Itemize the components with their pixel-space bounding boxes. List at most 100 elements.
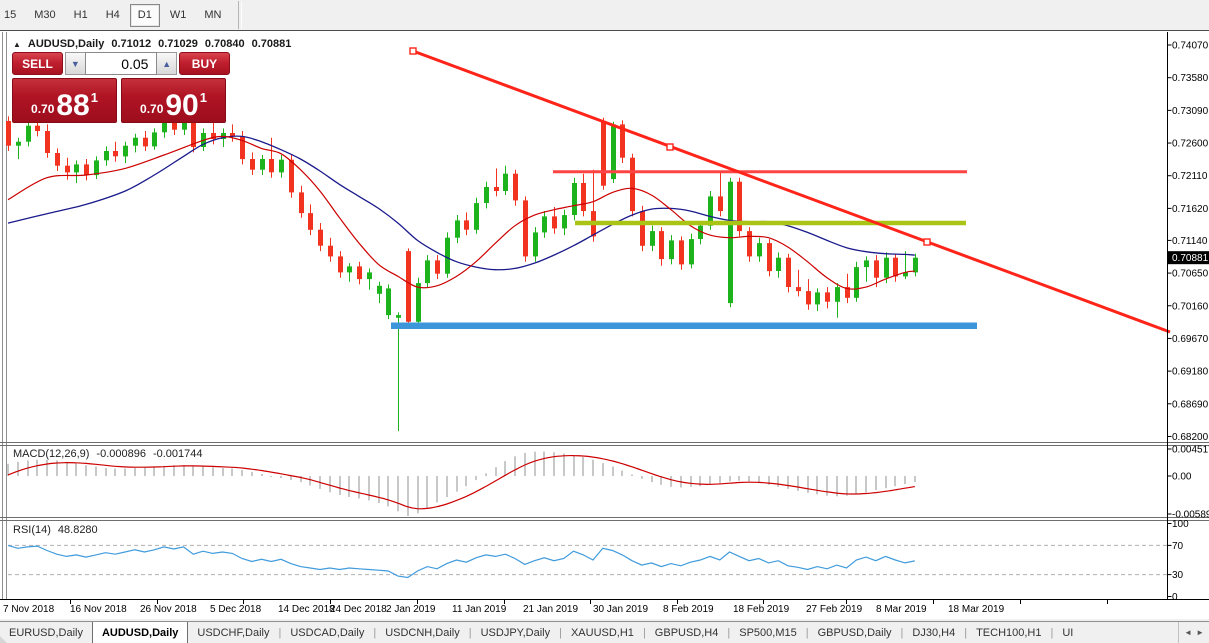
macd-histogram-bar: [251, 471, 253, 476]
tab-separator: |: [468, 626, 472, 639]
candle-body: [796, 287, 801, 292]
candle-body: [445, 237, 450, 274]
timeframe-button-w1[interactable]: W1: [169, 9, 187, 21]
macd-histogram-bar: [417, 476, 419, 514]
buy-price-point: 1: [199, 90, 207, 105]
timeframe-button-h4[interactable]: H4: [105, 9, 120, 21]
buy-price-box[interactable]: 0.70 90 1: [121, 78, 226, 123]
macd-histogram-bar: [504, 461, 506, 476]
buy-button[interactable]: BUY: [178, 52, 230, 75]
tab-audusd-daily[interactable]: AUDUSD,Daily: [91, 622, 189, 643]
date-label: 21 Jan 2019: [523, 604, 578, 615]
candle-body: [728, 181, 733, 304]
macd-histogram-bar: [543, 451, 545, 476]
collapse-arrow-icon[interactable]: ▲: [13, 39, 21, 49]
rsi-axis-label: 0: [1172, 592, 1178, 603]
candle-body: [347, 266, 352, 273]
macd-histogram-bar: [339, 476, 341, 495]
candle-body: [211, 133, 216, 139]
candle-body: [484, 187, 489, 203]
timeframe-button-mn[interactable]: MN: [204, 9, 222, 21]
tab-eurusd-daily[interactable]: EURUSD,Daily: [9, 626, 83, 639]
ohlc-open: 0.71012: [111, 38, 152, 50]
macd-histogram-bar: [621, 470, 623, 476]
tab-sp500-m15[interactable]: SP500,M15: [739, 626, 797, 639]
macd-histogram-bar: [124, 468, 126, 476]
macd-histogram-bar: [17, 461, 19, 476]
date-label: 8 Mar 2019: [876, 604, 927, 615]
chart-window[interactable]: 0.74070 0.73580 0.73090 0.72600 0.72110 0.716…: [0, 30, 1209, 619]
macd-histogram-bar: [846, 476, 848, 496]
macd-histogram-bar: [573, 455, 575, 476]
tab-xauusd-h1[interactable]: XAUUSD,H1: [570, 626, 634, 639]
macd-histogram-bar: [436, 476, 438, 503]
macd-histogram-bar: [387, 476, 389, 507]
tab-usdcad-daily[interactable]: USDCAD,Daily: [290, 626, 365, 639]
scroll-left-icon[interactable]: ◄: [1184, 628, 1193, 637]
tab-separator: |: [642, 626, 646, 639]
candle-body: [523, 200, 528, 257]
trendline-handle[interactable]: [409, 47, 417, 55]
tab-separator: |: [373, 626, 377, 639]
candle-body: [718, 196, 723, 212]
tab-usdjpy-daily[interactable]: USDJPY,Daily: [480, 626, 551, 639]
trendline-handle[interactable]: [666, 143, 674, 151]
timeframe-button-h1[interactable]: H1: [73, 9, 88, 21]
rsi-value: 48.8280: [57, 524, 98, 536]
macd-histogram-bar: [397, 476, 399, 512]
rsi-line: [7, 544, 915, 579]
timeframe-button-m30[interactable]: M30: [34, 9, 56, 21]
descending-trendline[interactable]: [412, 49, 1171, 334]
rsi-axis-label: 30: [1172, 570, 1184, 581]
candle-body: [903, 272, 908, 277]
lot-size-input[interactable]: 0.05: [84, 52, 158, 75]
macd-histogram-bar: [153, 466, 155, 476]
macd-histogram-bar: [202, 466, 204, 476]
candle-body: [425, 260, 430, 284]
trendline-handle[interactable]: [923, 238, 931, 246]
date-label: 16 Nov 2018: [70, 604, 127, 615]
price-axis-label: 0.69180: [1172, 367, 1209, 378]
date-label: 8 Feb 2019: [663, 604, 714, 615]
macd-axis-label: -0.00589: [1172, 510, 1209, 521]
scroll-right-icon[interactable]: ►: [1196, 628, 1204, 637]
one-click-trade-panel: SELL ▼ 0.05 ▲ BUY 0.70 88 1 0.70 90 1: [12, 52, 230, 123]
tab-gbpusd-h4[interactable]: GBPUSD,H4: [654, 626, 719, 639]
macd-histogram-bar: [85, 465, 87, 476]
lot-increase-button[interactable]: ▲: [157, 52, 177, 75]
macd-histogram-bar: [738, 476, 740, 481]
macd-histogram-bar: [563, 453, 565, 476]
macd-histogram-bar: [290, 476, 292, 481]
tab-gbpusd-daily[interactable]: GBPUSD,Daily: [817, 626, 892, 639]
macd-histogram-bar: [456, 476, 458, 492]
timeframe-button-15[interactable]: 15: [4, 9, 17, 21]
tab-dj30-h4[interactable]: DJ30,H4: [912, 626, 956, 639]
candle-body: [455, 220, 460, 238]
tab-usdchf-daily[interactable]: USDCHF,Daily: [197, 626, 270, 639]
tab-tech100-h1[interactable]: TECH100,H1: [976, 626, 1042, 639]
candle-body: [464, 220, 469, 230]
tab-ui[interactable]: UI: [1062, 626, 1074, 639]
macd-histogram-bar: [261, 474, 263, 476]
sell-button[interactable]: SELL: [12, 52, 64, 75]
macd-histogram-bar: [553, 452, 555, 476]
rsi-axis-label: 70: [1172, 541, 1184, 552]
date-label: 18 Feb 2019: [733, 604, 790, 615]
candle-body: [611, 124, 616, 180]
timeframe-button-d1[interactable]: D1: [129, 3, 160, 27]
candle-body: [581, 183, 586, 211]
macd-histogram-bar: [485, 473, 487, 476]
macd-axis-label: 0.004517: [1172, 445, 1209, 456]
candle-body: [308, 213, 313, 230]
sell-price-base: 0.70: [31, 102, 55, 116]
price-axis-label: 0.72110: [1172, 171, 1208, 182]
sell-price-box[interactable]: 0.70 88 1: [12, 78, 117, 123]
macd-histogram-bar: [446, 476, 448, 497]
candle-body: [240, 136, 245, 160]
tab-usdcnh-daily[interactable]: USDCNH,Daily: [385, 626, 460, 639]
candle-body: [533, 232, 538, 257]
date-label: 11 Jan 2019: [452, 604, 507, 615]
candle-body: [708, 196, 713, 226]
macd-histogram-bar: [66, 461, 68, 476]
lot-decrease-button[interactable]: ▼: [65, 52, 85, 75]
